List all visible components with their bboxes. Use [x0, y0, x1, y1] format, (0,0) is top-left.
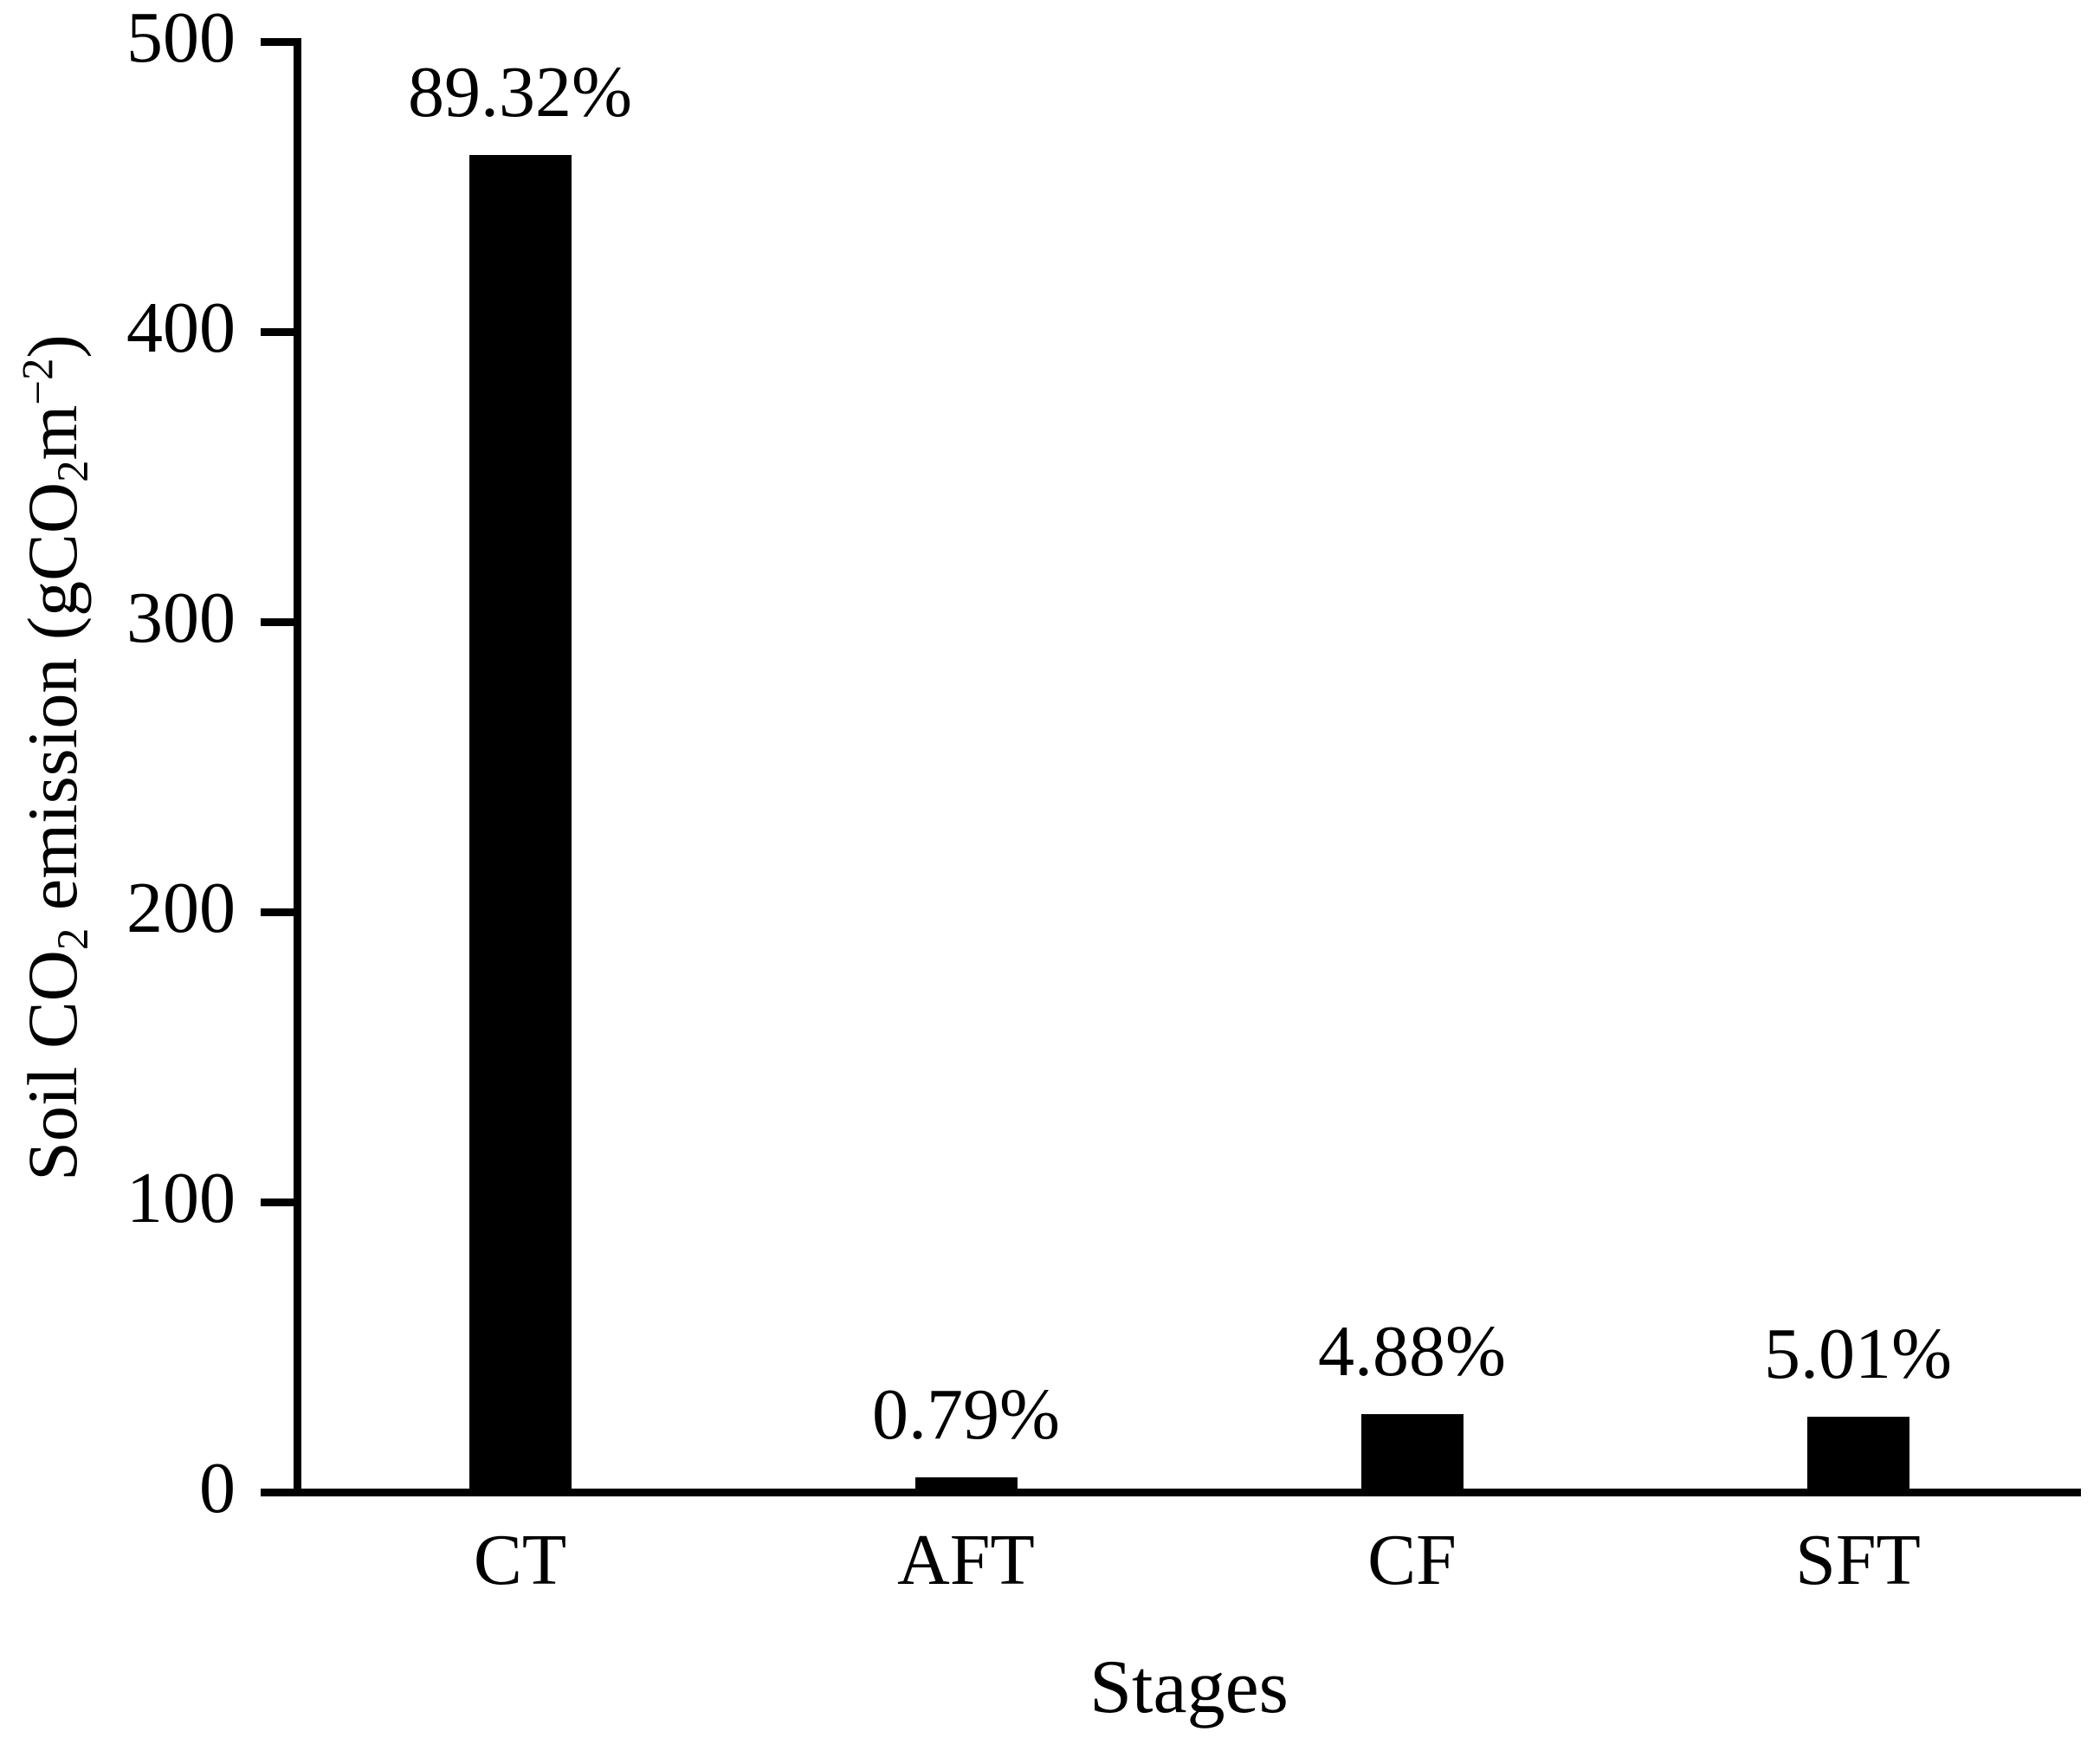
y-axis-title-segment: Soil CO: [13, 950, 93, 1181]
x-category-label: CF: [1367, 1520, 1457, 1600]
x-axis-line: [294, 1489, 2081, 1496]
x-category-label: CT: [473, 1520, 567, 1600]
y-tick-label: 0: [199, 1448, 236, 1528]
y-tick: [261, 1489, 297, 1496]
x-axis-title: Stages: [1089, 1645, 1289, 1729]
y-axis-title-segment: emission (gCO: [13, 481, 93, 928]
y-axis-title-segment: −2: [13, 358, 62, 405]
y-axis-title: Soil CO2 emission (gCO2m−2): [13, 334, 97, 1181]
y-axis-title-segment: 2: [48, 927, 97, 951]
bar-value-label: 89.32%: [408, 51, 632, 132]
y-tick: [261, 908, 297, 916]
y-tick-label: 100: [126, 1158, 236, 1238]
bar: [914, 1477, 1018, 1496]
y-axis-title-segment: ): [13, 334, 93, 359]
y-axis-title-segment: m: [13, 404, 93, 461]
bar-value-label: 5.01%: [1764, 1313, 1952, 1394]
bar: [468, 154, 572, 1496]
y-tick-label: 200: [126, 868, 236, 948]
x-category-label: AFT: [897, 1520, 1035, 1600]
y-tick-label: 400: [126, 288, 236, 368]
y-tick: [261, 1199, 297, 1206]
y-tick: [261, 618, 297, 626]
y-tick: [261, 328, 297, 336]
bar-value-label: 0.79%: [872, 1374, 1060, 1456]
y-tick-label: 500: [126, 0, 236, 78]
y-tick: [261, 38, 297, 46]
x-category-label: SFT: [1795, 1520, 1921, 1600]
bar-value-label: 4.88%: [1318, 1310, 1506, 1392]
bar: [1360, 1413, 1464, 1496]
bar: [1806, 1416, 1909, 1496]
y-tick-label: 300: [126, 578, 236, 658]
y-axis-line: [294, 38, 301, 1496]
y-axis-title-segment: 2: [48, 460, 97, 482]
